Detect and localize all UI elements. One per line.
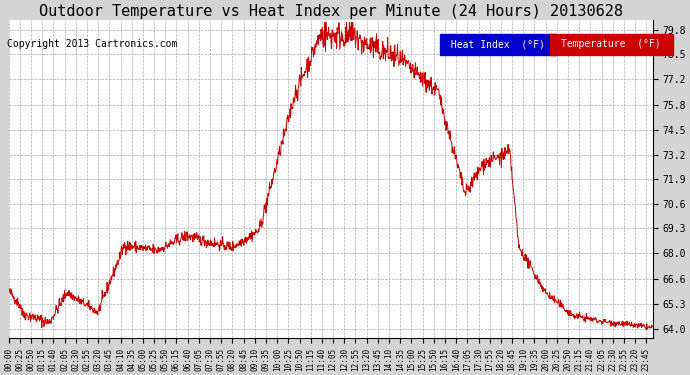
- Title: Outdoor Temperature vs Heat Index per Minute (24 Hours) 20130628: Outdoor Temperature vs Heat Index per Mi…: [39, 4, 622, 19]
- Text: Copyright 2013 Cartronics.com: Copyright 2013 Cartronics.com: [7, 39, 177, 50]
- Text: Heat Index  (°F): Heat Index (°F): [445, 39, 551, 50]
- Text: Temperature  (°F): Temperature (°F): [555, 39, 667, 50]
